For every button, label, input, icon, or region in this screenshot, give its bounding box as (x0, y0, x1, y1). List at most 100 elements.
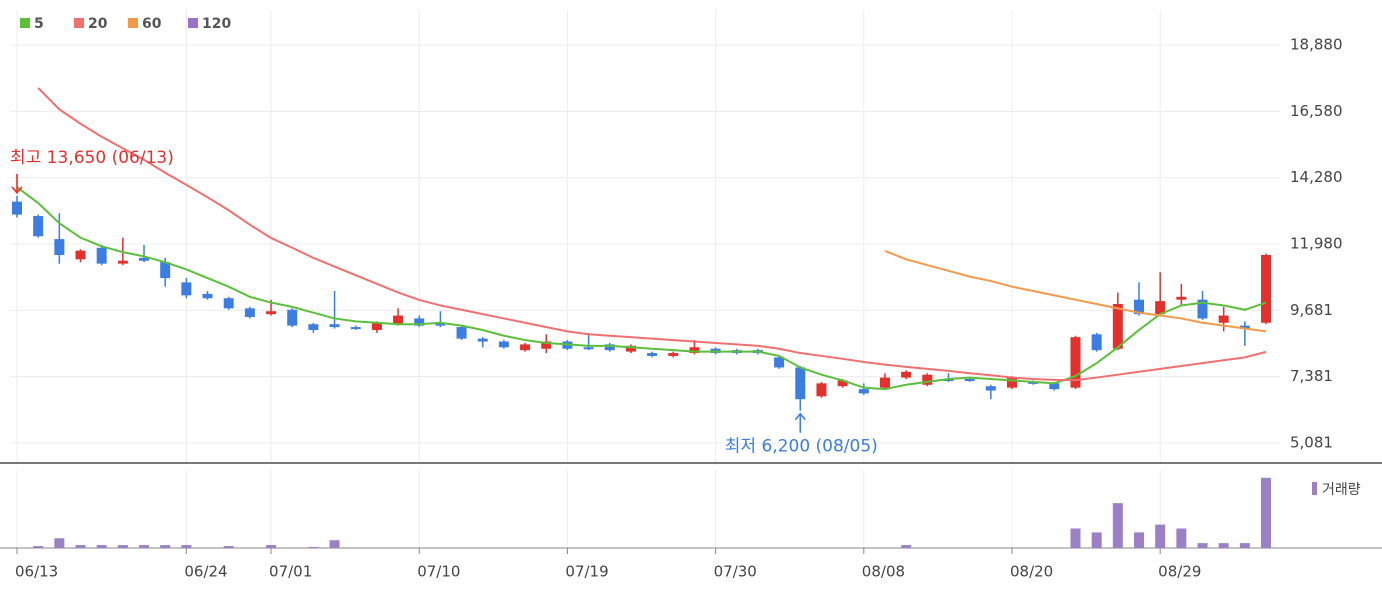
candle-body (1176, 296, 1187, 300)
volume-bar (1176, 528, 1187, 548)
candle-body (202, 293, 213, 299)
x-tick-label: 07/01 (269, 563, 312, 581)
volume-bar (1239, 543, 1250, 548)
volume-bar (1261, 477, 1272, 548)
candle-body (477, 338, 488, 342)
legend-swatch (20, 18, 30, 28)
legend-swatch (188, 18, 198, 28)
volume-bar (160, 545, 171, 548)
x-tick-label: 06/13 (15, 563, 58, 581)
x-tick-label: 06/24 (184, 563, 227, 581)
candle-body (647, 353, 658, 356)
volume-bar (1134, 532, 1145, 548)
candle-body (1239, 325, 1250, 329)
volume-bar (1155, 524, 1166, 548)
candle-body (879, 377, 890, 388)
candle-body (901, 371, 912, 378)
volume-swatch (1312, 482, 1317, 495)
candle-body (1006, 377, 1017, 388)
y-tick-label: 9,681 (1290, 301, 1333, 319)
candle-body (244, 308, 255, 317)
y-tick-label: 16,580 (1290, 102, 1343, 120)
candle-body (223, 298, 234, 309)
legend-label: 60 (142, 16, 162, 32)
legend-swatch (128, 18, 138, 28)
candle-body (498, 341, 509, 348)
candle-body (625, 345, 636, 352)
volume-bar (54, 538, 65, 548)
volume-bar (1112, 503, 1123, 548)
volume-bar (139, 545, 150, 548)
candle-body (1070, 337, 1081, 388)
x-tick-label: 08/29 (1158, 563, 1201, 581)
candle-body (985, 386, 996, 391)
candle-body (795, 367, 806, 400)
candle-body (181, 282, 192, 296)
volume-label: 거래량 (1322, 482, 1361, 498)
legend-label: 20 (88, 16, 108, 32)
candle-body (33, 216, 44, 237)
candle-body (1155, 301, 1166, 315)
candle-body (816, 383, 827, 397)
volume-bar (266, 545, 277, 548)
volume-bar (1218, 543, 1229, 548)
legend-label: 120 (202, 16, 231, 32)
candle-body (541, 341, 552, 349)
y-tick-label: 11,980 (1290, 235, 1343, 253)
candle-body (139, 257, 150, 261)
x-tick-label: 07/30 (714, 563, 757, 581)
candle-body (54, 239, 65, 255)
ma-line (16, 186, 1267, 391)
candle-body (1049, 383, 1060, 390)
legend-swatch (74, 18, 84, 28)
x-tick-label: 08/20 (1010, 563, 1053, 581)
volume-bar (96, 545, 107, 548)
candle-body (1112, 304, 1123, 349)
volume-bar (1091, 532, 1102, 548)
candle-body (964, 379, 975, 382)
volume-bar (75, 545, 86, 548)
candle-body (837, 380, 848, 387)
candle-body (858, 389, 869, 394)
candle-body (689, 347, 700, 354)
volume-bar (117, 545, 128, 548)
candle-body (12, 201, 22, 215)
candle-body (668, 353, 679, 356)
y-tick-label: 7,381 (1290, 367, 1333, 385)
annotation-arrow (794, 412, 806, 433)
volume-bar (308, 547, 319, 548)
ma-line (37, 87, 1267, 382)
candle-body (1091, 334, 1102, 351)
candle-body (308, 324, 319, 330)
candle-body (435, 322, 446, 326)
candle-body (160, 262, 171, 279)
candle-body (350, 327, 361, 330)
candle-body (774, 357, 785, 368)
candle-body (604, 344, 615, 351)
candle-body (1261, 254, 1272, 323)
x-tick-label: 07/10 (417, 563, 460, 581)
candle-body (96, 247, 107, 264)
candle-body (287, 309, 298, 326)
annotation-arrow (11, 173, 23, 195)
ma-line (884, 250, 1267, 333)
candle-body (393, 315, 404, 325)
candle-body (456, 327, 467, 339)
x-tick-label: 07/19 (565, 563, 608, 581)
candle-body (75, 250, 86, 260)
y-tick-label: 14,280 (1290, 168, 1343, 186)
candle-body (1218, 315, 1229, 323)
candle-body (371, 322, 382, 330)
candle-body (329, 324, 340, 328)
candle-body (583, 347, 594, 350)
candle-body (922, 374, 933, 385)
annotation: 최고 13,650 (06/13) (10, 148, 174, 168)
candle-body (414, 318, 425, 326)
candle-body (1197, 299, 1208, 319)
candle-body (266, 311, 277, 315)
candle-body (1134, 299, 1145, 315)
annotation: 최저 6,200 (08/05) (725, 437, 878, 457)
y-tick-label: 18,880 (1290, 36, 1343, 54)
